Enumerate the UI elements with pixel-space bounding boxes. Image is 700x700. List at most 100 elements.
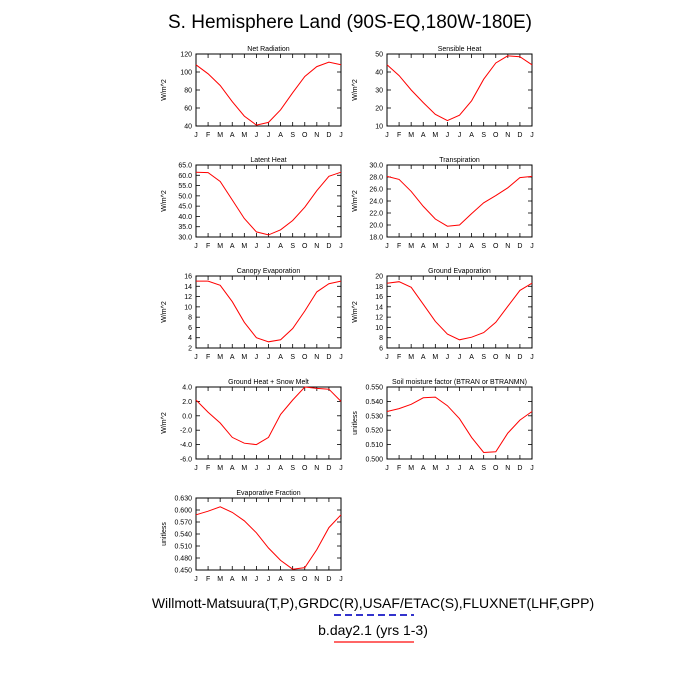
y-tick-label: 0.520	[365, 428, 383, 435]
x-tick-label: J	[339, 465, 343, 472]
x-tick-label: N	[505, 354, 510, 361]
x-tick-label: S	[481, 465, 486, 472]
y-axis-label: W/m^2	[161, 301, 168, 323]
x-tick-label: F	[206, 465, 210, 472]
x-tick-label: J	[385, 243, 389, 250]
x-tick-label: A	[469, 243, 474, 250]
x-tick-label: J	[255, 243, 259, 250]
series-line-transpiration	[386, 175, 533, 227]
x-tick-label: A	[278, 354, 283, 361]
x-tick-label: D	[517, 465, 522, 472]
x-tick-label: M	[217, 576, 223, 583]
x-tick-label: J	[458, 132, 462, 139]
series-line-canopy-evaporation	[196, 280, 342, 343]
x-tick-label: N	[505, 465, 510, 472]
x-tick-label: J	[255, 576, 259, 583]
x-tick-label: A	[230, 576, 235, 583]
y-tick-label: 55.0	[178, 183, 192, 190]
plot-frame	[195, 275, 342, 349]
x-tick-label: A	[230, 465, 235, 472]
x-tick-label: J	[194, 354, 198, 361]
panel-title: Canopy Evaporation	[237, 268, 301, 275]
y-axis-label: W/m^2	[161, 190, 168, 212]
y-tick-label: 22.0	[369, 211, 383, 218]
y-tick-label: 60.0	[178, 173, 192, 180]
x-tick-label: J	[446, 465, 450, 472]
y-tick-label: -6.0	[180, 457, 192, 464]
y-tick-label: 0.450	[174, 568, 192, 575]
x-tick-label: S	[290, 576, 295, 583]
y-axis-label: unitless	[352, 411, 359, 435]
y-tick-label: 24.0	[369, 199, 383, 206]
x-tick-label: J	[339, 243, 343, 250]
x-tick-label: M	[241, 354, 247, 361]
x-tick-label: A	[230, 243, 235, 250]
panel-title: Evaporative Fraction	[236, 490, 300, 497]
x-tick-label: M	[241, 132, 247, 139]
y-tick-label: 20	[375, 106, 383, 113]
x-tick-label: J	[267, 243, 271, 250]
x-tick-label: D	[517, 132, 522, 139]
y-tick-label: 6	[188, 325, 192, 332]
y-tick-label: 0.570	[174, 520, 192, 527]
plot-frame	[195, 53, 342, 127]
x-tick-label: J	[385, 354, 389, 361]
x-tick-label: O	[493, 465, 499, 472]
x-tick-label: N	[314, 132, 319, 139]
x-tick-label: J	[339, 576, 343, 583]
y-tick-label: 8	[379, 335, 383, 342]
series-line-ground-evaporation	[386, 281, 533, 341]
y-tick-label: 45.0	[178, 204, 192, 211]
x-tick-label: S	[481, 132, 486, 139]
panel-title: Ground Heat + Snow Melt	[228, 379, 309, 386]
x-tick-label: O	[493, 354, 499, 361]
x-tick-label: D	[517, 243, 522, 250]
x-tick-label: S	[290, 132, 295, 139]
x-tick-label: M	[241, 576, 247, 583]
x-tick-label: A	[230, 354, 235, 361]
y-axis-label: W/m^2	[352, 79, 359, 101]
x-tick-label: J	[267, 465, 271, 472]
panel-title: Soil moisture factor (BTRAN or BTRANMN)	[392, 379, 527, 386]
y-tick-label: 10	[375, 124, 383, 131]
x-tick-label: O	[302, 465, 308, 472]
series-line-latent-heat	[195, 171, 342, 236]
x-tick-label: F	[206, 132, 210, 139]
plot-frame	[195, 497, 342, 571]
x-tick-label: S	[290, 465, 295, 472]
x-tick-label: F	[206, 354, 210, 361]
y-tick-label: 26.0	[369, 187, 383, 194]
y-tick-label: 28.0	[369, 175, 383, 182]
y-tick-label: 8	[188, 315, 192, 322]
x-tick-label: O	[302, 354, 308, 361]
x-tick-label: J	[194, 243, 198, 250]
y-axis-label: W/m^2	[161, 412, 168, 434]
x-tick-label: O	[302, 243, 308, 250]
y-tick-label: 40	[375, 70, 383, 77]
y-tick-label: 2.0	[182, 399, 192, 406]
x-tick-label: A	[469, 465, 474, 472]
x-tick-label: A	[230, 132, 235, 139]
y-tick-label: 0.600	[174, 508, 192, 515]
x-tick-label: J	[267, 132, 271, 139]
y-tick-label: 10	[375, 325, 383, 332]
x-tick-label: A	[278, 576, 283, 583]
x-tick-label: M	[432, 243, 438, 250]
x-tick-label: F	[397, 354, 401, 361]
x-tick-label: N	[314, 576, 319, 583]
x-tick-label: A	[421, 465, 426, 472]
series-line-soil-moisture-factor-btran-or-btranmn	[386, 396, 533, 454]
series-line-ground-heat-snow-melt	[195, 386, 342, 446]
x-tick-label: D	[517, 354, 522, 361]
x-tick-label: M	[217, 243, 223, 250]
y-tick-label: 18	[375, 284, 383, 291]
y-tick-label: 0.550	[365, 385, 383, 392]
x-tick-label: O	[302, 132, 308, 139]
y-tick-label: 0.480	[174, 556, 192, 563]
x-tick-label: N	[314, 465, 319, 472]
x-tick-label: J	[458, 243, 462, 250]
